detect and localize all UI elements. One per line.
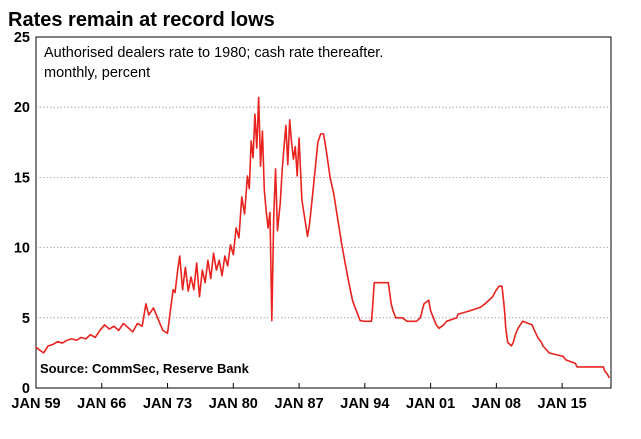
y-tick-label-15: 15: [14, 170, 30, 186]
y-tick-label-0: 0: [22, 381, 30, 397]
x-tick-label-5: JAN 94: [340, 396, 389, 412]
chart-subtitle-line-1: Authorised dealers rate to 1980; cash ra…: [44, 45, 383, 61]
plot-area: [35, 36, 612, 389]
x-tick-label-4: JAN 87: [274, 396, 323, 412]
x-tick-label-0: JAN 59: [11, 396, 60, 412]
x-tick-label-3: JAN 80: [209, 396, 258, 412]
x-tick-label-7: JAN 08: [472, 396, 521, 412]
chart-title: Rates remain at record lows: [8, 9, 275, 31]
x-tick-label-8: JAN 15: [538, 396, 587, 412]
series-line-0: [35, 96, 610, 379]
series-layer: [35, 96, 610, 379]
y-tick-label-20: 20: [14, 100, 30, 116]
source-note: Source: CommSec, Reserve Bank: [40, 361, 250, 376]
x-tick-label-1: JAN 66: [77, 396, 126, 412]
y-axis-ticks: 0 5 10 15 20 25: [14, 30, 30, 397]
y-tick-label-25: 25: [14, 30, 30, 46]
x-axis-ticks: JAN 59 JAN 66 JAN 73 JAN 80 JAN 87 JAN 94 JAN …: [11, 383, 587, 412]
chart-subtitle-line-2: monthly, percent: [44, 65, 150, 81]
y-tick-label-10: 10: [14, 241, 30, 257]
y-tick-label-5: 5: [22, 311, 30, 327]
y-gridlines: [36, 106, 611, 319]
x-tick-label-6: JAN 01: [406, 396, 455, 412]
x-tick-label-2: JAN 73: [143, 396, 192, 412]
